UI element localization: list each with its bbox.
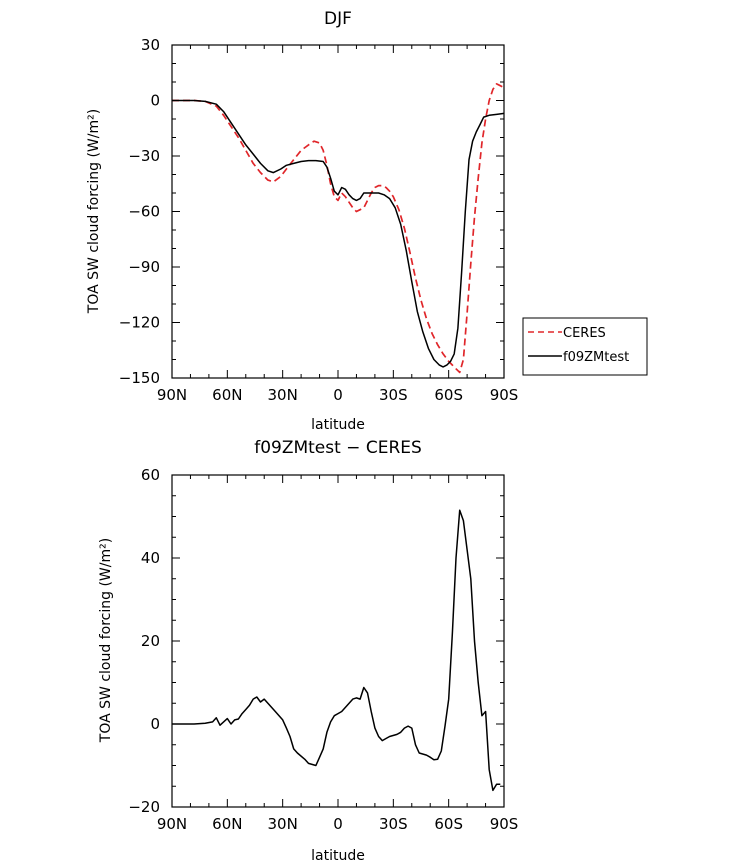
x-tick-label: 60S bbox=[434, 815, 463, 833]
top-y-axis-label: TOA SW cloud forcing (W/m²) bbox=[86, 109, 102, 314]
x-tick-label: 90N bbox=[157, 815, 187, 833]
y-tick-label: −60 bbox=[128, 203, 160, 221]
bottom-x-axis-label: latitude bbox=[311, 848, 365, 864]
x-tick-label: 60N bbox=[212, 815, 242, 833]
top-chart-title: DJF bbox=[324, 9, 352, 29]
top-x-axis-label: latitude bbox=[311, 417, 365, 433]
top-series-lines bbox=[172, 83, 505, 374]
x-tick-label: 30S bbox=[379, 386, 408, 404]
bottom-plot-frame bbox=[171, 474, 505, 808]
x-tick-label: 30S bbox=[379, 815, 408, 833]
x-tick-label: 0 bbox=[333, 386, 343, 404]
top-plot-frame bbox=[171, 44, 505, 379]
y-tick-label: 30 bbox=[141, 36, 160, 54]
panel-bottom-chart: f09ZMtest − CERES 90N 60N 30N 0 30S 60S 90S 60 4… bbox=[98, 438, 518, 864]
panel-top-chart: DJF 90N 60N 30N 0 30S 60S 90S 30 0 −30 −60 −90 −120 −… bbox=[86, 9, 648, 433]
x-tick-label: 0 bbox=[333, 815, 343, 833]
x-tick-label: 90S bbox=[490, 386, 519, 404]
y-tick-label: −20 bbox=[128, 798, 160, 816]
y-tick-label: 0 bbox=[150, 92, 160, 110]
legend-label-ceres: CERES bbox=[563, 326, 606, 341]
top-ticks: 90N 60N 30N 0 30S 60S 90S 30 0 −30 −60 −90 −120 −150 bbox=[119, 36, 519, 404]
bottom-y-axis-label: TOA SW cloud forcing (W/m²) bbox=[98, 538, 114, 743]
y-tick-label: 60 bbox=[141, 466, 160, 484]
x-tick-label: 60N bbox=[212, 386, 242, 404]
legend: CERES f09ZMtest bbox=[522, 317, 648, 376]
y-tick-label: 40 bbox=[141, 549, 160, 567]
y-tick-label: −90 bbox=[128, 258, 160, 276]
x-tick-label: 60S bbox=[434, 386, 463, 404]
bottom-chart-title: f09ZMtest − CERES bbox=[254, 438, 422, 458]
bottom-series-lines bbox=[172, 509, 501, 792]
y-tick-label: −120 bbox=[119, 314, 160, 332]
x-tick-label: 90N bbox=[157, 386, 187, 404]
x-tick-label: 30N bbox=[268, 815, 298, 833]
y-tick-label: −150 bbox=[119, 369, 160, 387]
legend-box bbox=[522, 317, 648, 376]
bottom-ticks: 90N 60N 30N 0 30S 60S 90S 60 40 20 0 −20 bbox=[128, 466, 518, 833]
x-tick-label: 90S bbox=[490, 815, 519, 833]
y-tick-label: 0 bbox=[150, 715, 160, 733]
series-line-difference bbox=[172, 509, 501, 792]
y-tick-label: 20 bbox=[141, 632, 160, 650]
y-tick-label: −30 bbox=[128, 147, 160, 165]
series-line-f09zmtest bbox=[172, 99, 505, 368]
series-line-ceres bbox=[172, 83, 505, 374]
legend-label-f09zmtest: f09ZMtest bbox=[563, 350, 629, 365]
x-tick-label: 30N bbox=[268, 386, 298, 404]
